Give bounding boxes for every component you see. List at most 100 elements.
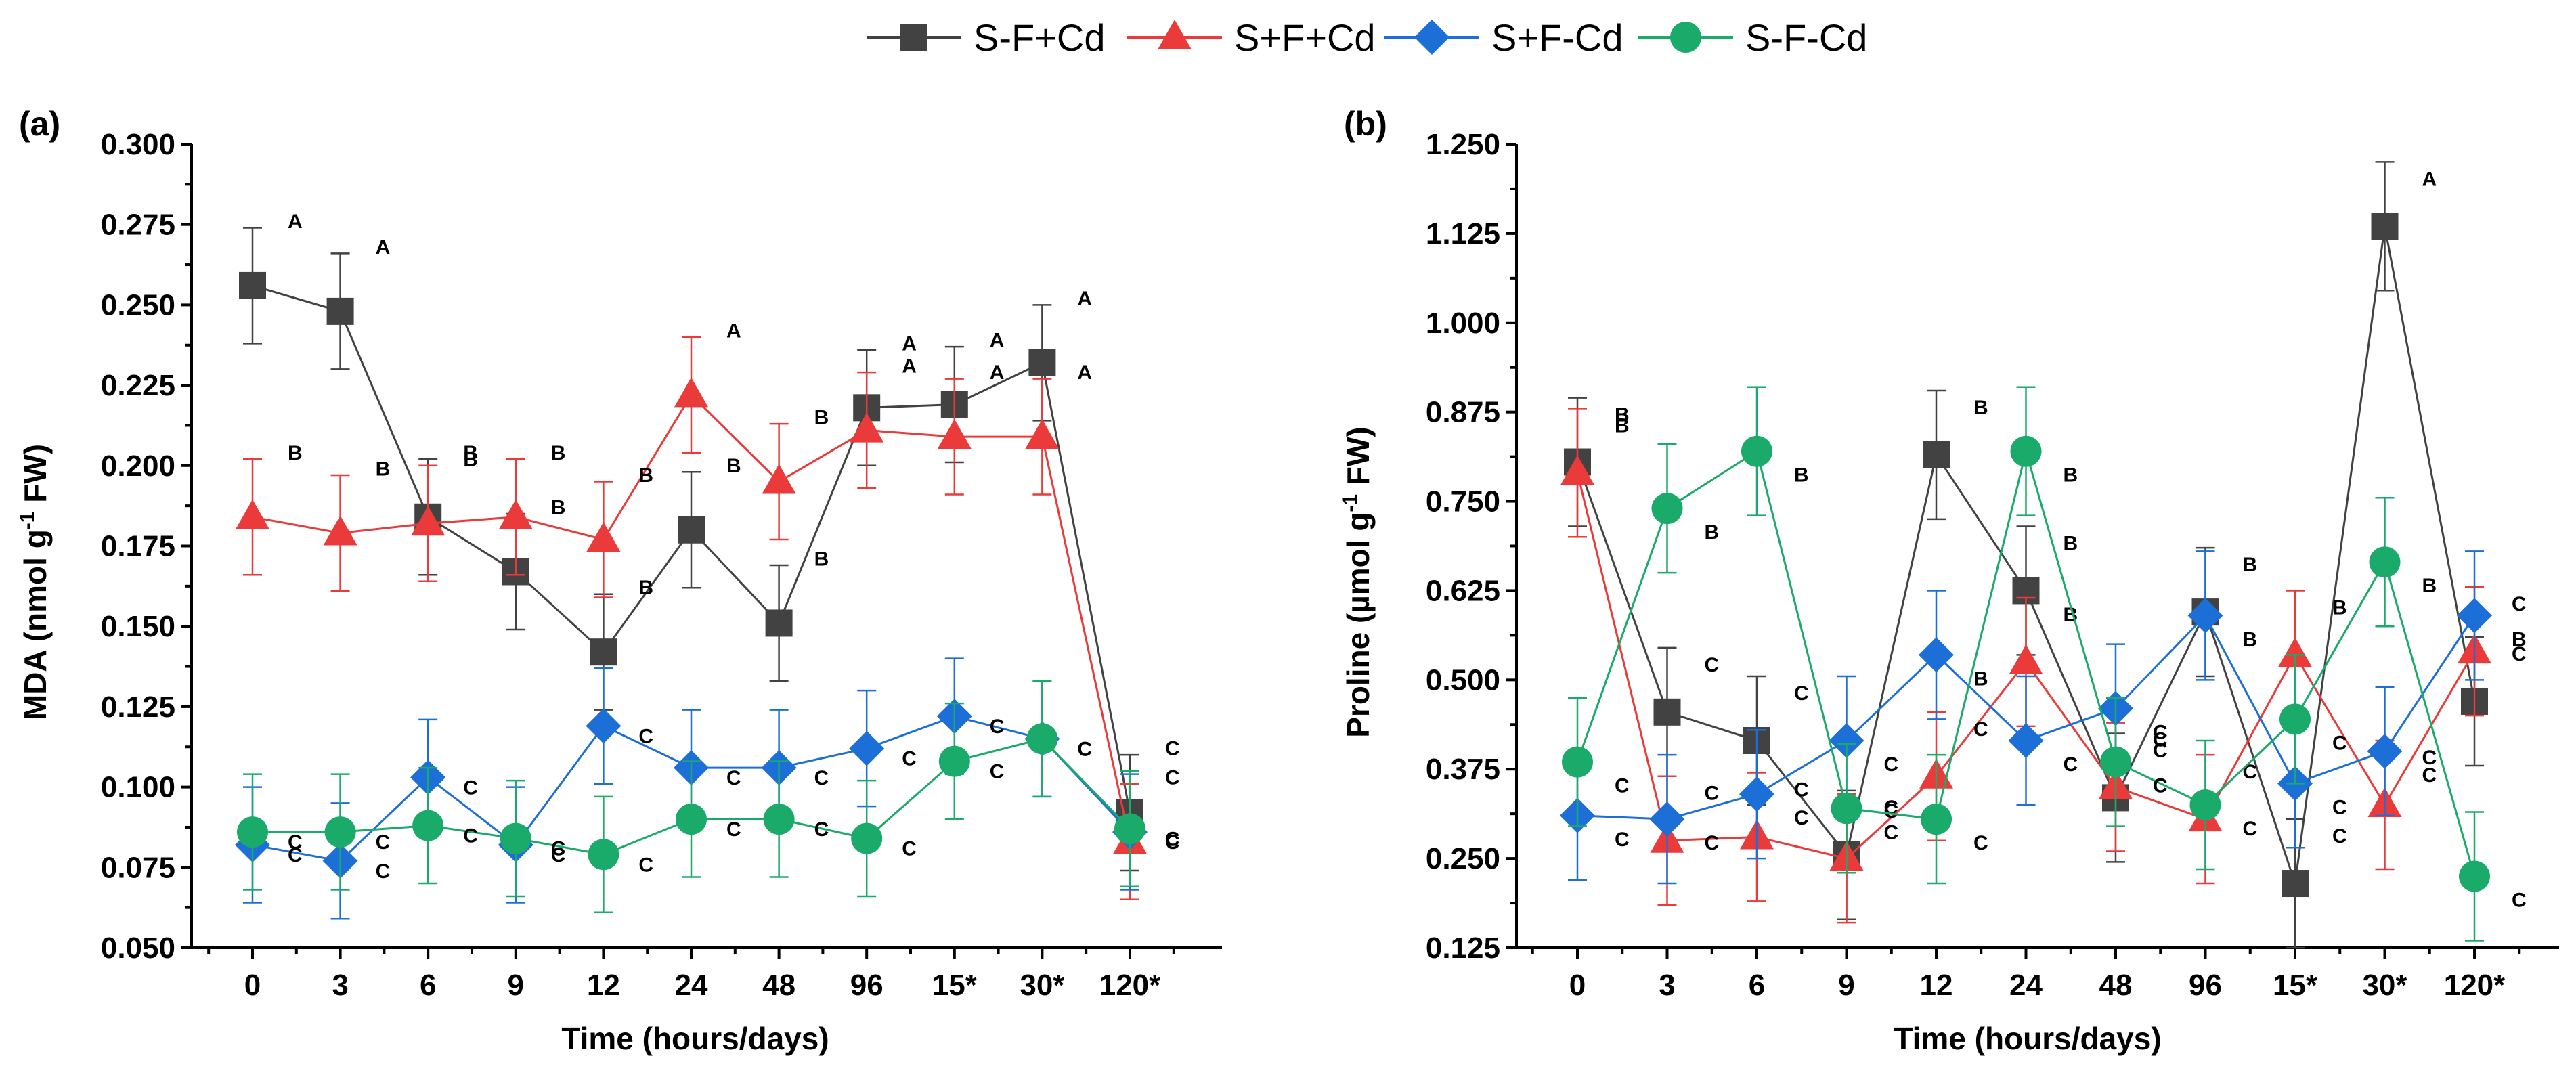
x-tick-label: 12 — [587, 969, 620, 1002]
significance-letter: C — [2422, 747, 2437, 769]
data-point-circle — [1921, 804, 1952, 835]
panel-a-label: (a) — [19, 105, 60, 143]
data-point-circle — [324, 816, 356, 848]
data-point-circle — [2189, 789, 2221, 820]
significance-letter: C — [1705, 832, 1720, 854]
x-tick-label: 96 — [850, 969, 883, 1002]
x-tick-label: 30* — [2362, 969, 2407, 1002]
y-tick-label: 0.100 — [101, 771, 175, 804]
significance-letter: C — [814, 767, 829, 789]
significance-letter: C — [288, 844, 303, 866]
data-point-diamond — [2187, 598, 2223, 634]
data-point-triangle — [236, 499, 269, 529]
significance-letter: C — [1615, 829, 1630, 851]
significance-letter: C — [1794, 778, 1809, 801]
significance-letter: B — [1973, 397, 1988, 419]
significance-letter: B — [814, 407, 829, 429]
x-tick-label: 0 — [244, 969, 261, 1002]
significance-letter: C — [376, 831, 391, 854]
significance-letter: A — [902, 355, 917, 378]
x-tick-label: 24 — [675, 969, 708, 1002]
y-tick-label: 0.050 — [101, 931, 175, 965]
x-tick-label: 120* — [2444, 969, 2506, 1002]
significance-letter: B — [2064, 464, 2078, 487]
panel-b-y-axis-title-sup: -1 — [1339, 494, 1361, 512]
significance-letter: C — [1165, 831, 1180, 854]
data-point-circle — [2459, 860, 2490, 892]
significance-letter: B — [638, 464, 653, 487]
significance-letter: B — [551, 496, 566, 519]
data-point-circle — [1114, 813, 1145, 845]
significance-letter: C — [1884, 821, 1899, 843]
x-tick-label: 48 — [762, 969, 795, 1002]
y-tick-label: 0.500 — [1426, 663, 1500, 697]
significance-letter: B — [1973, 667, 1988, 690]
x-tick-label: 48 — [2099, 969, 2133, 1002]
significance-letter: C — [2512, 593, 2527, 615]
data-point-diamond — [2457, 598, 2492, 634]
y-tick-label: 0.075 — [101, 851, 175, 884]
significance-letter: C — [2243, 761, 2258, 783]
data-point-triangle — [1025, 419, 1060, 449]
significance-letter: B — [1615, 404, 1630, 426]
legend-triangle-marker — [1158, 20, 1192, 49]
data-point-square — [239, 271, 266, 299]
significance-letter: C — [1973, 718, 1988, 741]
significance-letter: B — [638, 577, 653, 599]
significance-letter: B — [1615, 414, 1630, 437]
legend-circle-marker — [1670, 22, 1701, 53]
legend-diamond-marker — [1414, 20, 1449, 55]
x-tick-label: 9 — [508, 969, 524, 1002]
x-tick-label: 0 — [1569, 969, 1586, 1002]
significance-letter: A — [902, 332, 917, 355]
data-point-diamond — [1739, 776, 1774, 812]
data-point-triangle — [2009, 644, 2043, 674]
significance-letter: C — [551, 844, 566, 866]
x-tick-label: 9 — [1838, 969, 1854, 1002]
significance-letter: C — [814, 818, 829, 841]
significance-letter: C — [2153, 739, 2168, 762]
significance-letter: C — [2064, 753, 2078, 776]
legend-item-4: S-F-Cd — [1638, 16, 1867, 59]
legend-label: S-F+Cd — [974, 16, 1106, 59]
significance-letter: C — [1973, 832, 1988, 854]
x-tick-label: 3 — [332, 969, 348, 1002]
significance-letter: C — [902, 838, 917, 860]
legend-item-3: S+F-Cd — [1384, 16, 1623, 59]
significance-letter: C — [2332, 825, 2347, 848]
data-point-triangle — [762, 464, 796, 494]
significance-letter: C — [1794, 807, 1809, 829]
significance-letter: C — [463, 776, 478, 799]
panel-b-y-axis-title-unit: FW) — [1340, 426, 1376, 494]
significance-letter: C — [1794, 682, 1809, 705]
significance-letter: B — [2243, 628, 2258, 651]
significance-letter: B — [2512, 628, 2527, 651]
panel-a-y-axis-title: MDA (nmol g-1 FW) — [16, 444, 53, 720]
data-point-circle — [1026, 723, 1058, 755]
y-tick-label: 0.225 — [101, 369, 175, 402]
x-tick-label: 24 — [2009, 969, 2043, 1002]
panel-a-x-axis-title: Time (hours/days) — [561, 1021, 829, 1056]
legend-item-1: S-F+Cd — [867, 16, 1106, 59]
y-tick-label: 0.875 — [1426, 396, 1500, 429]
legend: S-F+Cd S+F+Cd S+F-Cd S-F-Cd — [867, 16, 1867, 59]
significance-letter: B — [814, 548, 829, 570]
significance-letter: B — [1794, 464, 1809, 487]
significance-letter: C — [551, 838, 566, 860]
significance-letter: B — [288, 442, 303, 464]
significance-letter: C — [1077, 738, 1092, 760]
x-tick-label: 120* — [1099, 969, 1161, 1002]
data-point-circle — [237, 816, 268, 848]
y-tick-label: 0.300 — [101, 128, 175, 161]
data-point-circle — [938, 745, 970, 777]
y-tick-label: 0.275 — [101, 208, 175, 242]
data-point-triangle — [498, 499, 533, 529]
significance-letter: C — [902, 748, 917, 770]
panel-b-label: (b) — [1344, 105, 1387, 143]
significance-letter: C — [2422, 764, 2437, 787]
y-tick-label: 1.125 — [1426, 217, 1500, 250]
